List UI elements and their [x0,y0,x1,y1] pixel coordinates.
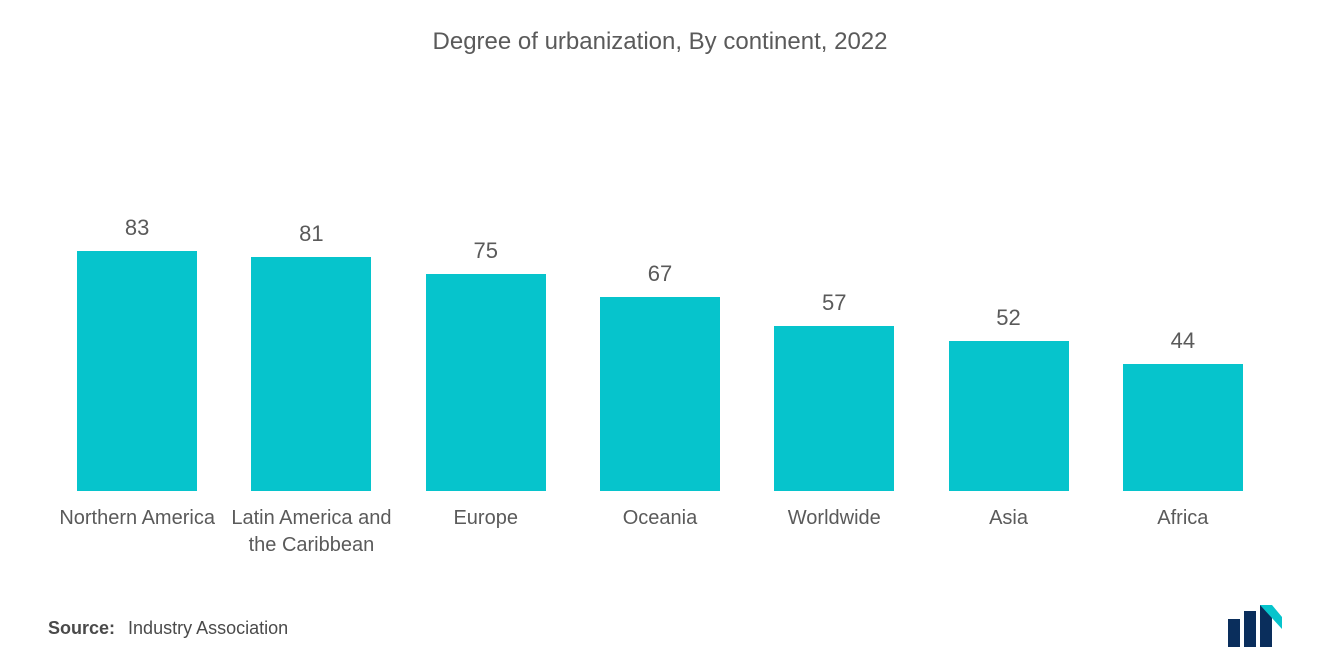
bar-value-label: 44 [1171,328,1195,354]
bar-column: 52 Asia [921,305,1095,595]
bar-value-label: 52 [996,305,1020,331]
bar [77,251,197,491]
bar-column: 81 Latin America and the Caribbean [224,221,398,595]
urbanization-chart: Degree of urbanization, By continent, 20… [40,20,1280,595]
bar-category-label: Latin America and the Caribbean [224,505,398,595]
chart-title: Degree of urbanization, By continent, 20… [40,28,1280,56]
bar [949,341,1069,491]
bars-container: 83 Northern America 81 Latin America and th… [40,136,1280,595]
bar-value-label: 67 [648,261,672,287]
bar-category-label: Africa [1157,505,1208,595]
bar [251,257,371,491]
brand-logo [1226,605,1282,647]
bar [774,326,894,491]
bar-category-label: Asia [989,505,1028,595]
bar-value-label: 57 [822,290,846,316]
bar-value-label: 81 [299,221,323,247]
bar-column: 57 Worldwide [747,290,921,595]
bar-value-label: 83 [125,215,149,241]
bar-column: 83 Northern America [50,215,224,595]
bar-column: 67 Oceania [573,261,747,595]
source-text: Industry Association [128,618,288,638]
bar-column: 44 Africa [1096,328,1270,595]
bar-category-label: Northern America [59,505,215,595]
bar-category-label: Europe [453,505,518,595]
bar-value-label: 75 [473,238,497,264]
bar [600,297,720,491]
bar [426,274,546,491]
bar [1123,364,1243,491]
source-label: Source: [48,618,115,638]
bar-category-label: Worldwide [788,505,881,595]
bar-category-label: Oceania [623,505,698,595]
source-line: Source: Industry Association [48,618,288,639]
bar-column: 75 Europe [399,238,573,595]
